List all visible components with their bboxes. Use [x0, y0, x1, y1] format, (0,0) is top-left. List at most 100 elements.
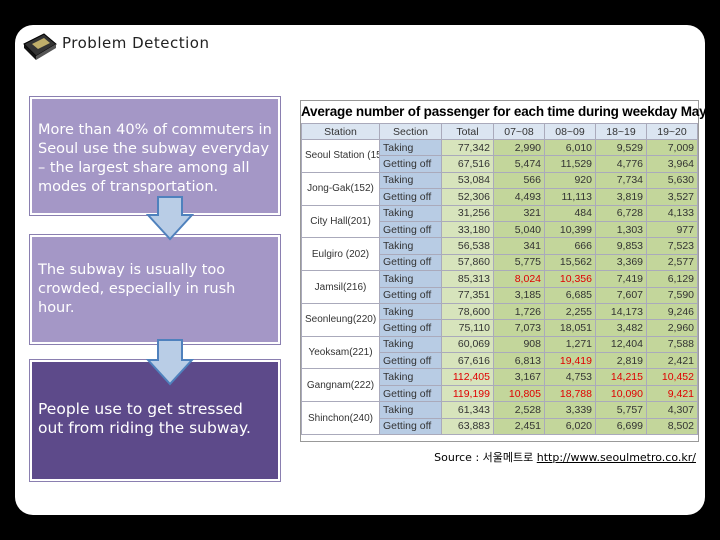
value-cell: 9,421 — [646, 384, 698, 403]
station-cell: Seoul Station (150) — [301, 139, 380, 173]
value-cell: 484 — [544, 204, 596, 222]
value-cell: 4,753 — [544, 368, 596, 386]
value-cell: 10,356 — [544, 270, 596, 288]
value-cell: 67,516 — [441, 155, 494, 173]
value-cell: 7,523 — [646, 237, 698, 255]
value-cell: 19,419 — [544, 352, 596, 370]
value-cell: 4,493 — [493, 188, 545, 206]
column-header: Section — [379, 123, 442, 140]
header-row: Station Section Total 07~08 08~09 18~19 19~20 — [301, 123, 698, 140]
section-cell: Getting off — [379, 384, 442, 403]
column-header: Total — [441, 123, 494, 140]
station-cell: Eulgiro (202) — [301, 237, 380, 272]
value-cell: 3,482 — [595, 319, 647, 337]
value-cell: 5,630 — [646, 171, 698, 190]
value-cell: 18,051 — [544, 319, 596, 337]
table-row: Getting off 67,616 6,813 19,419 2,819 2,421 — [302, 352, 698, 370]
value-cell: 12,404 — [595, 335, 647, 354]
title-icon — [23, 33, 57, 60]
section-cell: Getting off — [379, 155, 442, 173]
source-label: Source : 서울메트로 — [434, 451, 534, 464]
value-cell: 85,313 — [441, 270, 494, 288]
value-cell: 3,369 — [595, 253, 647, 272]
section-cell: Taking — [379, 368, 442, 386]
section-cell: Taking — [379, 138, 442, 157]
table-row: Seonleung(220) Taking 78,600 1,726 2,255 14,1… — [301, 302, 698, 337]
table-row: Seoul Station (150)Taking77,3422,9906,01… — [301, 138, 698, 173]
section-cell: Getting off — [379, 286, 442, 304]
value-cell: 3,167 — [493, 368, 545, 386]
value-cell: 119,199 — [441, 384, 494, 403]
value-cell: 31,256 — [441, 204, 494, 222]
section-cell: Getting off — [379, 319, 442, 337]
value-cell: 57,860 — [441, 253, 494, 272]
table-row: Shinchon(240) Taking 61,343 2,528 3,339 5,757… — [301, 401, 698, 436]
value-cell: 3,185 — [493, 286, 545, 304]
table-row: Getting off 57,860 5,775 15,562 3,369 2,577 — [302, 253, 698, 272]
value-cell: 666 — [544, 237, 596, 255]
station-cell: Gangnam(222) — [301, 368, 380, 403]
station-cell: Seonleung(220) — [301, 302, 380, 337]
value-cell: 2,421 — [646, 352, 698, 370]
column-header: Station — [301, 123, 380, 140]
station-cell: Jamsil(216) — [301, 270, 380, 304]
value-cell: 2,819 — [595, 352, 647, 370]
table: Station Section Total 07~08 08~09 18~19 19~20 … — [301, 123, 698, 436]
column-header: 19~20 — [646, 123, 698, 140]
value-cell: 67,616 — [441, 352, 494, 370]
value-cell: 112,405 — [441, 368, 494, 386]
table-row: Getting off 52,306 4,493 11,113 3,819 3,527 — [302, 188, 698, 206]
source-link[interactable]: http://www.seoulmetro.co.kr/ — [536, 451, 696, 464]
table-row: City Hall(201) Taking 31,256 321 484 6,728 4,1… — [301, 204, 698, 239]
text-box: People use to get stressed out from ridi… — [29, 359, 281, 482]
value-cell: 77,351 — [441, 286, 494, 304]
section-cell: Taking — [379, 401, 442, 419]
station-cell: Yeoksam(221) — [301, 335, 380, 370]
value-cell: 33,180 — [441, 220, 494, 239]
column-header: 18~19 — [595, 123, 647, 140]
value-cell: 7,073 — [493, 319, 545, 337]
value-cell: 7,419 — [595, 270, 647, 288]
section-cell: Getting off — [379, 417, 442, 436]
table-row: Getting off 119,199 10,805 18,788 10,090 9,42… — [302, 384, 698, 403]
section-cell: Getting off — [379, 352, 442, 370]
value-cell: 7,607 — [595, 286, 647, 304]
table-row: Eulgiro (202) Taking 56,538 341 666 9,853 7,52… — [301, 237, 698, 272]
section-cell: Taking — [379, 204, 442, 222]
value-cell: 14,215 — [595, 368, 647, 386]
value-cell: 52,306 — [441, 188, 494, 206]
text-box: The subway is usually too crowded, espec… — [29, 234, 281, 345]
value-cell: 11,113 — [544, 188, 596, 206]
value-cell: 2,451 — [493, 417, 545, 436]
value-cell: 6,728 — [595, 204, 647, 222]
section-cell: Getting off — [379, 220, 442, 239]
down-arrow — [146, 339, 194, 386]
value-cell: 78,600 — [441, 302, 494, 321]
station-cell: Jong-Gak(152) — [301, 171, 380, 206]
column-header: 07~08 — [493, 123, 545, 140]
value-cell: 5,040 — [493, 220, 545, 239]
section-cell: Taking — [379, 237, 442, 255]
value-cell: 8,024 — [493, 270, 545, 288]
section-cell: Taking — [379, 335, 442, 354]
value-cell: 10,452 — [646, 368, 698, 386]
value-cell: 10,090 — [595, 384, 647, 403]
value-cell: 4,133 — [646, 204, 698, 222]
slide-title: Problem Detection — [62, 34, 210, 52]
value-cell: 3,819 — [595, 188, 647, 206]
value-cell: 7,588 — [646, 335, 698, 354]
value-cell: 1,726 — [493, 302, 545, 321]
value-cell: 15,562 — [544, 253, 596, 272]
table-row: Jamsil(216) Taking 85,313 8,024 10,356 7,419 6… — [301, 270, 698, 304]
value-cell: 10,399 — [544, 220, 596, 239]
value-cell: 2,528 — [493, 401, 545, 419]
value-cell: 14,173 — [595, 302, 647, 321]
value-cell: 4,307 — [646, 401, 698, 419]
table-row: Getting off 67,516 5,474 11,529 4,776 3,964 — [302, 155, 698, 173]
value-cell: 6,129 — [646, 270, 698, 288]
station-cell: City Hall(201) — [301, 204, 380, 239]
source: Source : 서울메트로 http://www.seoulmetro.co.… — [434, 449, 696, 465]
value-cell: 6,699 — [595, 417, 647, 436]
table-title: Average number of passenger for each tim… — [301, 104, 720, 119]
value-cell: 2,255 — [544, 302, 596, 321]
